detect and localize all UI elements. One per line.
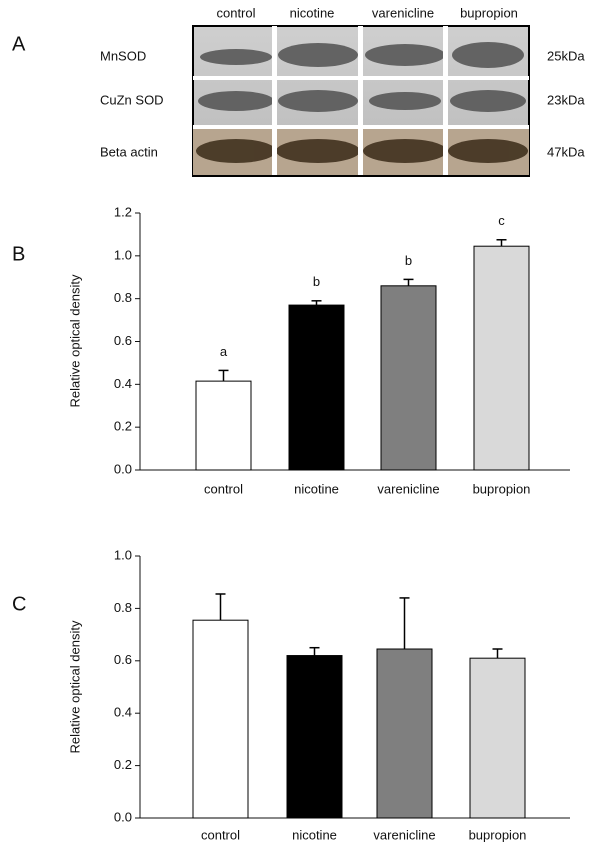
x-tick-label: control <box>204 481 243 496</box>
blot-image <box>192 25 530 177</box>
protein-label: Beta actin <box>100 144 158 159</box>
y-tick-label: 0.4 <box>114 376 132 391</box>
bar <box>473 245 530 471</box>
significance-letter: a <box>220 344 228 359</box>
size-label: 47kDa <box>547 144 585 159</box>
x-tick-label: varenicline <box>373 827 435 842</box>
significance-letter: c <box>498 213 505 228</box>
size-label: 25kDa <box>547 48 585 63</box>
y-tick-label: 0.0 <box>114 461 132 476</box>
bar <box>380 285 437 471</box>
y-tick-label: 0.2 <box>114 757 132 772</box>
y-tick-label: 0.8 <box>114 290 132 305</box>
protein-label: MnSOD <box>100 48 146 63</box>
y-tick-label: 0.0 <box>114 809 132 824</box>
y-tick-label: 0.6 <box>114 652 132 667</box>
size-label: 23kDa <box>547 92 585 107</box>
significance-letter: b <box>313 274 320 289</box>
bar <box>195 380 252 471</box>
lane-label: bupropion <box>460 5 518 20</box>
bar <box>192 619 249 819</box>
protein-label: CuZn SOD <box>100 92 164 107</box>
y-tick-label: 1.2 <box>114 204 132 219</box>
y-tick-label: 1.0 <box>114 247 132 262</box>
significance-letter: b <box>405 253 412 268</box>
lane-label: nicotine <box>290 5 335 20</box>
panel-label: C <box>12 593 26 615</box>
x-tick-label: bupropion <box>473 481 531 496</box>
y-tick-label: 0.8 <box>114 600 132 615</box>
bar <box>469 657 526 819</box>
y-tick-label: 0.2 <box>114 419 132 434</box>
y-axis-label: Relative optical density <box>67 620 82 753</box>
y-tick-label: 1.0 <box>114 547 132 562</box>
lane-label: control <box>216 5 255 20</box>
lane-label: varenicline <box>372 5 434 20</box>
x-tick-label: bupropion <box>469 827 527 842</box>
x-tick-label: nicotine <box>294 481 339 496</box>
y-axis-label: Relative optical density <box>67 274 82 407</box>
panel-label: B <box>12 243 25 265</box>
bar <box>286 655 343 819</box>
y-tick-label: 0.6 <box>114 333 132 348</box>
y-tick-label: 0.4 <box>114 705 132 720</box>
bar <box>288 304 345 471</box>
x-tick-label: varenicline <box>377 481 439 496</box>
bar <box>376 648 433 819</box>
x-tick-label: control <box>201 827 240 842</box>
x-tick-label: nicotine <box>292 827 337 842</box>
panel-label: A <box>12 33 26 55</box>
